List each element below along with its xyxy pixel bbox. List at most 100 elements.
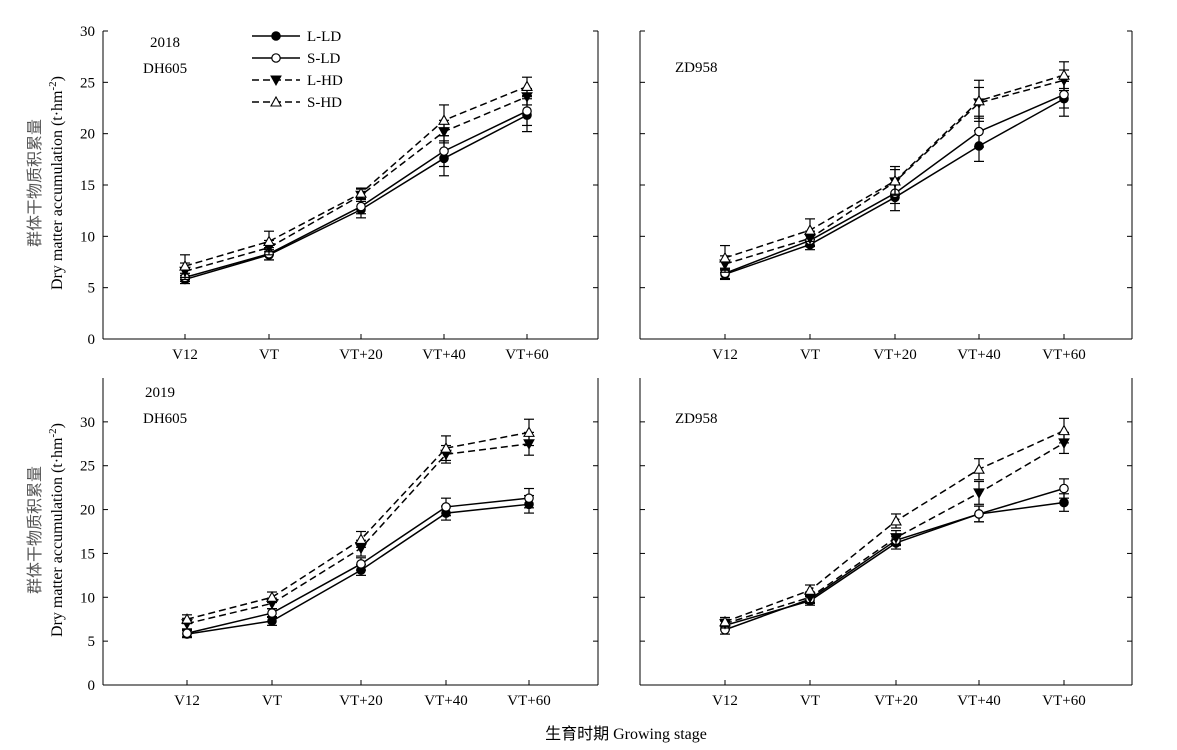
series-line — [184, 85, 528, 267]
series-l-hd — [181, 431, 535, 630]
data-point — [181, 613, 193, 624]
data-point — [719, 251, 731, 263]
series-line — [724, 429, 1065, 623]
legend-label: S-HD — [307, 95, 342, 111]
legend-item-s-ld: S-LD — [252, 51, 341, 67]
data-point — [522, 106, 532, 116]
series-s-ld — [182, 487, 534, 639]
y-tick-label: 25 — [80, 459, 95, 475]
x-tick-label: VT+40 — [422, 347, 465, 363]
y-tick-label: 15 — [80, 546, 95, 562]
y-tick-label: 0 — [88, 678, 96, 694]
data-point — [973, 463, 985, 474]
data-point — [521, 80, 533, 91]
y-axis-label-cn-top: 群体干物质积累量 — [26, 119, 44, 247]
panel-1: 0 5 10 15 20 25 30 V12 VT VT+20 VT+40 VT+60 2018 DH60… — [80, 24, 599, 363]
x-tick-label: VT+60 — [1042, 347, 1085, 363]
data-point — [1058, 424, 1070, 436]
series-s-hd — [181, 418, 535, 625]
y-tick-label: 30 — [80, 415, 95, 431]
panels: 0 5 10 15 20 25 30 V12 VT VT+20 VT+40 VT+60 2018 DH60… — [80, 24, 1133, 709]
legend-marker — [271, 53, 281, 63]
data-point — [804, 224, 816, 235]
x-tick-label: VT+60 — [505, 347, 548, 363]
data-point — [182, 628, 192, 639]
panel-2: V12 VT VT+20 VT+40 VT+60 ZD958 — [639, 30, 1133, 363]
x-tick-label: V12 — [172, 347, 198, 363]
data-point — [974, 509, 984, 519]
panel-annotation: 2019 — [145, 385, 175, 401]
data-point — [974, 126, 984, 137]
y-tick-label: 30 — [80, 24, 95, 40]
data-point — [890, 514, 902, 526]
x-tick-label: VT+40 — [957, 347, 1000, 363]
y-tick-label: 10 — [80, 590, 95, 606]
legend-item-l-ld: L-LD — [252, 29, 341, 45]
data-point — [355, 533, 367, 544]
x-tick-label: VT — [262, 693, 282, 709]
legend-marker — [271, 31, 281, 41]
series-s-hd — [179, 76, 533, 278]
data-point — [524, 493, 534, 503]
panel-3: 0 5 10 15 20 25 30 V12 VT VT+20 VT+40 VT+60 2019 DH60… — [80, 378, 599, 709]
x-tick-label: VT+20 — [874, 693, 917, 709]
panel-annotation: DH605 — [143, 411, 187, 427]
data-point — [440, 442, 452, 453]
panel-annotation: DH605 — [143, 61, 187, 77]
x-tick-label: VT+60 — [507, 693, 550, 709]
data-point — [973, 488, 985, 499]
x-tick-label: VT — [259, 347, 279, 363]
x-tick-label: VT — [800, 693, 820, 709]
series-line — [184, 110, 528, 279]
data-point — [1059, 483, 1069, 494]
data-point — [439, 146, 449, 156]
x-tick-label: VT+40 — [424, 693, 467, 709]
data-point — [973, 94, 985, 106]
legend-label: L-LD — [307, 29, 341, 45]
legend-item-s-hd: S-HD — [252, 95, 342, 111]
y-tick-label: 20 — [80, 127, 95, 143]
x-tick-label: VT+20 — [339, 347, 382, 363]
panel-annotation: ZD958 — [675, 411, 718, 427]
data-point — [1059, 89, 1069, 100]
x-axis-label: 生育时期 Growing stage — [545, 725, 707, 743]
data-point — [356, 201, 366, 212]
series-l-hd — [179, 87, 533, 281]
x-tick-label: VT+40 — [957, 693, 1000, 709]
x-tick-label: VT — [800, 347, 820, 363]
series-s-ld — [720, 478, 1069, 635]
series-s-hd — [719, 61, 1070, 271]
data-point — [263, 235, 275, 247]
legend-item-l-hd: L-HD — [252, 73, 343, 89]
panel-annotation: 2018 — [150, 35, 180, 51]
x-tick-label: V12 — [174, 693, 200, 709]
data-point — [1059, 497, 1069, 508]
data-point — [1058, 69, 1070, 80]
x-tick-label: V12 — [712, 347, 738, 363]
y-tick-label: 20 — [80, 503, 95, 519]
data-point — [890, 533, 902, 544]
series-l-hd — [719, 431, 1070, 630]
y-axis-label-cn-bottom: 群体干物质积累量 — [26, 466, 44, 594]
panel-4: V12 VT VT+20 VT+40 VT+60 ZD958 — [639, 378, 1133, 709]
x-tick-label: V12 — [712, 693, 738, 709]
data-point — [889, 174, 901, 186]
legend-marker — [270, 95, 282, 107]
data-point — [804, 584, 816, 595]
y-tick-label: 0 — [88, 332, 96, 348]
legend-label: S-LD — [307, 51, 341, 67]
series-s-hd — [719, 417, 1070, 627]
y-tick-label: 15 — [80, 178, 95, 194]
series-line — [186, 431, 530, 620]
data-point — [356, 559, 366, 569]
series-line — [186, 443, 530, 625]
data-point — [179, 259, 191, 271]
x-tick-label: VT+20 — [339, 693, 382, 709]
data-point — [266, 591, 278, 602]
y-tick-label: 5 — [88, 634, 96, 650]
y-tick-label: 25 — [80, 75, 95, 91]
legend: L-LD S-LD L-HD S-HD — [252, 29, 343, 111]
legend-label: L-HD — [307, 73, 343, 89]
x-tick-label: VT+60 — [1042, 693, 1085, 709]
